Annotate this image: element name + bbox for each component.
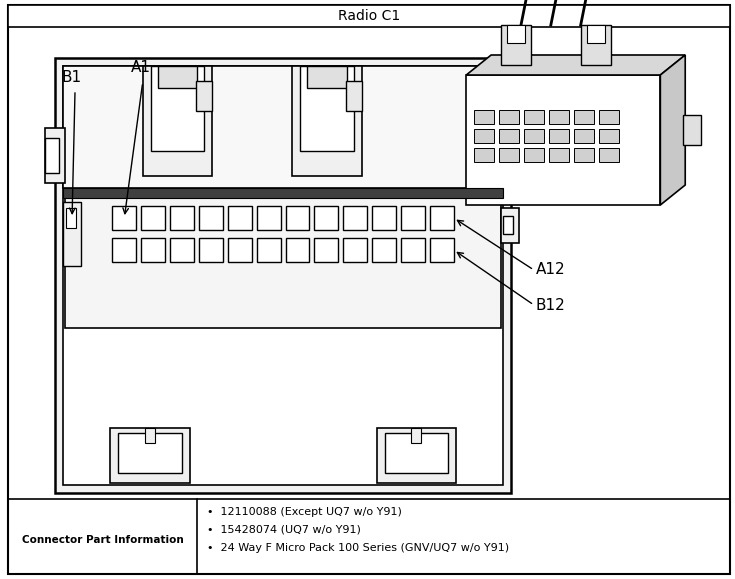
- Bar: [170, 238, 194, 262]
- Bar: [474, 110, 494, 124]
- Bar: [598, 129, 619, 143]
- Text: •  12110088 (Except UQ7 w/o Y91): • 12110088 (Except UQ7 w/o Y91): [207, 507, 402, 517]
- Bar: [684, 115, 701, 145]
- Bar: [376, 428, 456, 483]
- Bar: [286, 238, 309, 262]
- Bar: [158, 66, 198, 88]
- Text: B12: B12: [536, 298, 566, 313]
- Bar: [151, 66, 204, 151]
- Bar: [300, 66, 354, 151]
- Bar: [574, 129, 594, 143]
- Bar: [343, 238, 368, 262]
- Bar: [118, 433, 182, 473]
- Bar: [63, 188, 503, 198]
- Bar: [307, 66, 347, 88]
- Bar: [145, 428, 154, 443]
- Bar: [466, 75, 660, 205]
- Bar: [199, 206, 223, 230]
- Bar: [143, 66, 212, 176]
- Bar: [257, 206, 281, 230]
- Text: Radio C1: Radio C1: [337, 9, 400, 23]
- Text: A12: A12: [536, 262, 565, 277]
- Bar: [66, 208, 76, 228]
- Bar: [315, 206, 338, 230]
- Bar: [587, 25, 605, 43]
- Bar: [112, 238, 136, 262]
- Bar: [501, 25, 531, 65]
- Bar: [372, 206, 396, 230]
- Bar: [292, 66, 362, 176]
- Bar: [55, 58, 511, 493]
- Bar: [507, 25, 525, 43]
- Bar: [524, 148, 544, 162]
- Bar: [474, 148, 494, 162]
- Text: Connector Part Information: Connector Part Information: [22, 535, 184, 545]
- Bar: [430, 238, 453, 262]
- Bar: [315, 238, 338, 262]
- Bar: [401, 206, 425, 230]
- Bar: [372, 238, 396, 262]
- Text: A1: A1: [131, 60, 151, 75]
- Bar: [499, 129, 519, 143]
- Bar: [524, 129, 544, 143]
- Bar: [499, 110, 519, 124]
- Bar: [257, 238, 281, 262]
- Bar: [170, 206, 194, 230]
- Bar: [199, 238, 223, 262]
- Bar: [45, 128, 65, 183]
- Polygon shape: [466, 55, 685, 75]
- Text: B1: B1: [61, 69, 81, 85]
- Bar: [110, 428, 190, 483]
- Bar: [345, 81, 362, 111]
- Bar: [524, 110, 544, 124]
- Bar: [63, 66, 503, 485]
- Bar: [574, 148, 594, 162]
- Bar: [286, 206, 309, 230]
- Bar: [581, 25, 611, 65]
- Bar: [45, 138, 59, 173]
- Bar: [141, 238, 165, 262]
- Text: •  15428074 (UQ7 w/o Y91): • 15428074 (UQ7 w/o Y91): [207, 525, 362, 535]
- Bar: [503, 216, 513, 234]
- Bar: [196, 81, 212, 111]
- Bar: [65, 198, 501, 328]
- Bar: [574, 110, 594, 124]
- Bar: [499, 148, 519, 162]
- Bar: [141, 206, 165, 230]
- Bar: [8, 5, 730, 27]
- Bar: [430, 206, 453, 230]
- Bar: [343, 206, 368, 230]
- Bar: [401, 238, 425, 262]
- Bar: [549, 110, 569, 124]
- Bar: [474, 129, 494, 143]
- Polygon shape: [660, 55, 685, 205]
- Bar: [228, 206, 251, 230]
- Bar: [384, 433, 448, 473]
- Bar: [549, 129, 569, 143]
- Bar: [112, 206, 136, 230]
- Bar: [598, 110, 619, 124]
- Bar: [228, 238, 251, 262]
- Bar: [501, 208, 519, 243]
- Bar: [412, 428, 421, 443]
- Bar: [598, 148, 619, 162]
- Bar: [63, 66, 503, 188]
- Text: •  24 Way F Micro Pack 100 Series (GNV/UQ7 w/o Y91): • 24 Way F Micro Pack 100 Series (GNV/UQ…: [207, 543, 509, 553]
- Bar: [63, 202, 81, 266]
- Bar: [549, 148, 569, 162]
